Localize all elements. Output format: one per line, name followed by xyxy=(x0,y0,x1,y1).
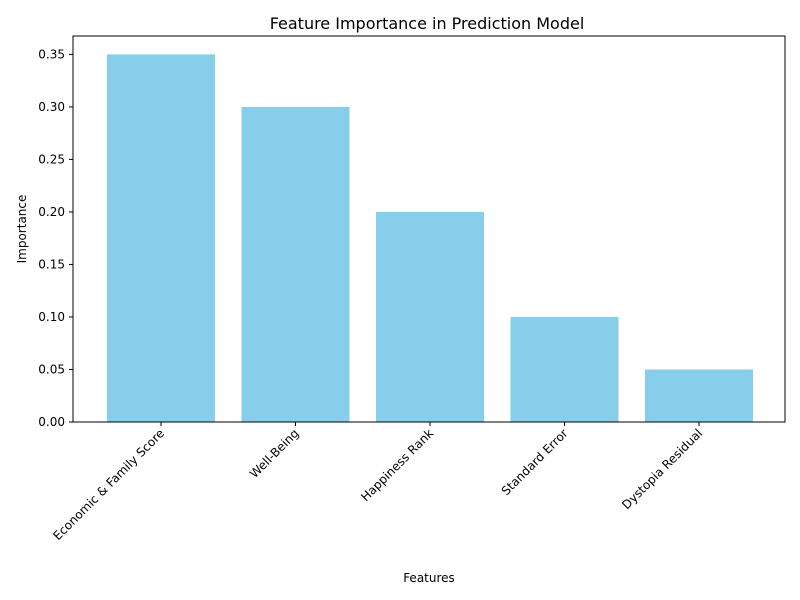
x-tick-label: Dystopia Residual xyxy=(619,426,705,512)
chart-title: Feature Importance in Prediction Model xyxy=(270,14,585,33)
y-axis-label: Importance xyxy=(15,195,29,264)
y-tick-label: 0.35 xyxy=(38,47,65,61)
bar-4 xyxy=(645,369,753,422)
x-axis-label: Features xyxy=(403,571,455,585)
x-tick-label: Well-Being xyxy=(247,426,302,481)
y-tick-label: 0.10 xyxy=(38,310,65,324)
y-tick-label: 0.20 xyxy=(38,205,65,219)
plot-frame xyxy=(72,35,786,423)
bar-0 xyxy=(107,54,215,422)
x-tick-label: Standard Error xyxy=(499,426,571,498)
y-tick-label: 0.30 xyxy=(38,100,65,114)
x-tick-label: Happiness Rank xyxy=(358,426,436,504)
y-tick-label: 0.25 xyxy=(38,152,65,166)
y-tick-label: 0.05 xyxy=(38,362,65,376)
y-tick-label: 0.15 xyxy=(38,257,65,271)
y-axis-ticks: 0.00 0.05 0.10 0.15 0.20 0.25 0.30 0.35 xyxy=(38,47,73,429)
x-axis-ticks: Economic & Family Score Well-Being Happine… xyxy=(50,422,705,543)
bar-2 xyxy=(376,211,484,422)
x-tick-label: Economic & Family Score xyxy=(50,426,167,543)
bar-1 xyxy=(241,106,350,423)
bars-group xyxy=(107,54,753,423)
bar-3 xyxy=(510,316,619,422)
y-tick-label: 0.00 xyxy=(38,415,65,429)
